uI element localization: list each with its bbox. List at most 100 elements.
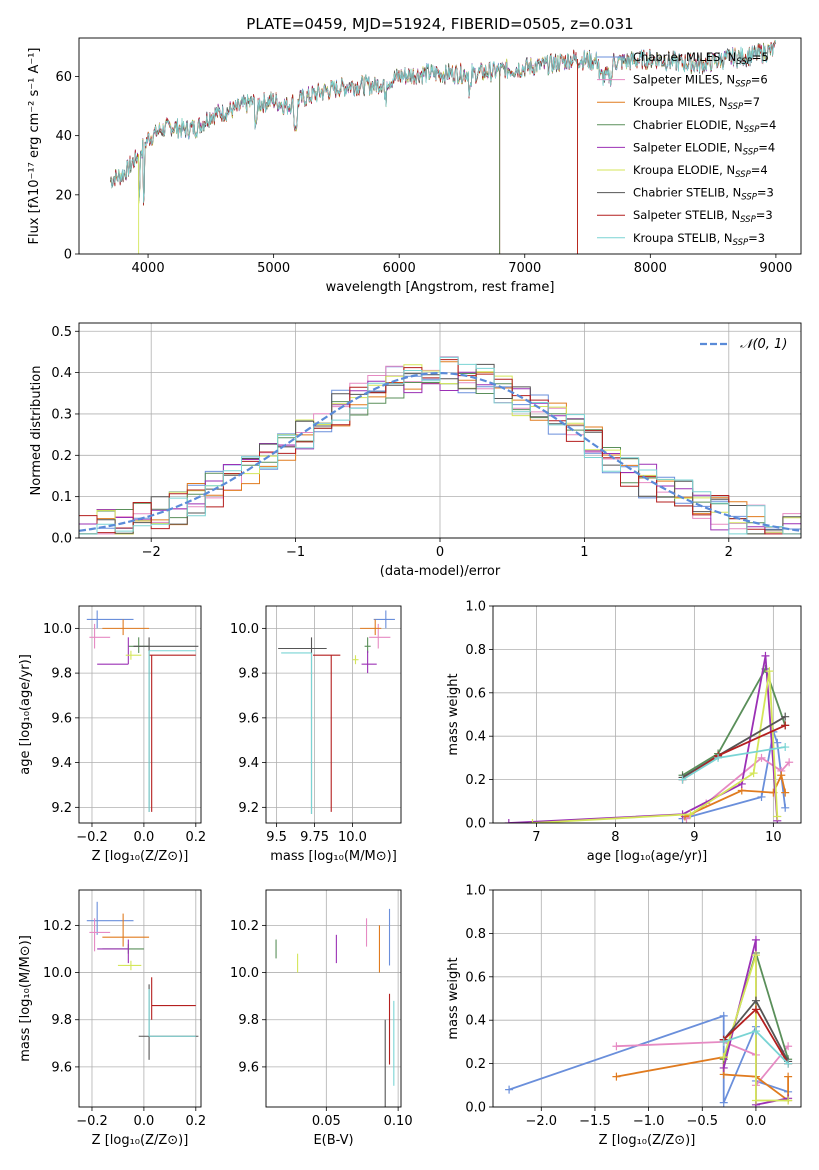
- x-axis-label: mass [log₁₀(M/M⊙)]: [270, 849, 397, 864]
- y-tick-label: 10.0: [43, 622, 72, 637]
- weight-marker: [751, 996, 760, 1005]
- plot-area: [505, 935, 793, 1107]
- y-tick-label: 9.4: [238, 756, 259, 771]
- weight-line: [508, 1014, 789, 1104]
- weight-marker: [784, 1096, 793, 1105]
- legend-label: Chabrier STELIB, NSSP=3: [633, 186, 774, 203]
- x-tick-label: 0.10: [384, 1114, 413, 1129]
- y-tick-label: 0.8: [465, 927, 486, 942]
- weight-marker: [751, 1027, 760, 1036]
- x-tick-label: 5000: [257, 261, 290, 276]
- x-tick-label: 7000: [508, 261, 541, 276]
- y-tick-label: 1.0: [465, 600, 486, 615]
- x-axis-label: wavelength [Angstrom, rest frame]: [326, 280, 555, 295]
- y-tick-label: 9.6: [238, 711, 259, 726]
- x-tick-label: 0.0: [134, 830, 155, 845]
- y-tick-label: 9.2: [238, 801, 259, 816]
- normal-curve: [79, 372, 801, 532]
- x-tick-label: 0.0: [134, 1114, 155, 1129]
- weight-marker: [785, 758, 794, 767]
- x-tick-label: 0.2: [185, 1114, 206, 1129]
- axes-frame: [78, 605, 202, 824]
- x-tick-label: 0.05: [312, 1114, 341, 1129]
- legend: Chabrier MILES, NSSP=5 Salpeter MILES, NS…: [597, 50, 776, 248]
- weight-marker: [757, 753, 766, 762]
- x-tick-label: 10.0: [338, 830, 367, 845]
- weight-marker: [781, 721, 790, 730]
- x-axis-label: age [log₁₀(age/yr)]: [587, 849, 708, 864]
- weight-marker: [749, 769, 758, 778]
- weight-marker: [719, 1053, 728, 1062]
- x-tick-label: 9: [690, 830, 698, 845]
- x-tick-label: 0.0: [746, 1114, 767, 1129]
- weight-marker: [784, 1042, 793, 1051]
- legend-label: Chabrier MILES, NSSP=5: [633, 50, 769, 67]
- weight-marker: [757, 792, 766, 801]
- panel-3: −0.2 0.0 0.2 9.2 9.4 9.6 9.8 10.0 Z [log₁₀(Z/Z⊙)…: [18, 605, 206, 864]
- y-tick-label: 0.2: [51, 449, 72, 464]
- y-tick-label: 10.2: [43, 919, 72, 934]
- weight-line: [684, 772, 787, 818]
- x-tick-label: −1.0: [633, 1114, 665, 1129]
- y-tick-label: 0.0: [465, 817, 486, 832]
- y-axis-label: mass [log₁₀(M/M⊙)]: [18, 935, 33, 1062]
- weight-marker: [719, 1098, 728, 1107]
- x-tick-label: 0.2: [185, 830, 206, 845]
- panels-group: 4000 5000 6000 7000 8000 90000204060wavelengt…: [18, 37, 802, 1148]
- panel-2: −2 −1 0 1 2 0.0 0.1 0.2 0.3 0.4 0.5 (data-model)/er…: [29, 322, 802, 579]
- x-tick-label: 9000: [759, 261, 792, 276]
- axes-frame: [492, 605, 802, 824]
- weight-marker: [505, 1085, 514, 1094]
- y-tick-label: 0.6: [465, 970, 486, 985]
- y-axis-label: age [log₁₀(age/yr)]: [18, 654, 33, 775]
- weight-marker: [781, 803, 790, 812]
- y-tick-label: 9.8: [51, 667, 72, 682]
- x-tick-label: −2: [142, 545, 161, 560]
- y-axis-label: mass weight: [446, 673, 461, 755]
- weight-marker: [678, 775, 687, 784]
- y-tick-label: 60: [55, 70, 72, 85]
- y-tick-label: 0.8: [465, 643, 486, 658]
- y-tick-label: 0.0: [465, 1101, 486, 1116]
- x-tick-label: 4000: [132, 261, 165, 276]
- weight-marker: [777, 771, 786, 780]
- y-tick-label: 0.6: [465, 686, 486, 701]
- x-tick-label: −2.0: [526, 1114, 558, 1129]
- weight-marker: [773, 812, 782, 821]
- legend-label: Kroupa STELIB, NSSP=3: [633, 231, 765, 248]
- weight-marker: [751, 951, 760, 960]
- legend-label: 𝒩(0, 1): [740, 337, 787, 352]
- x-axis-label: Z [log₁₀(Z/Z⊙)]: [92, 1133, 189, 1148]
- panel-4: 9.5 9.75 10.0 9.2 9.4 9.6 9.8 10.0 mass [log₁₀(M…: [230, 605, 402, 864]
- plot-area: [275, 908, 395, 1107]
- panel-5: 7 8 9 10 0.0 0.2 0.4 0.6 0.8 1.0 age [log₁₀(age/yr…: [446, 600, 802, 864]
- y-tick-label: 9.2: [51, 801, 72, 816]
- y-tick-label: 9.6: [51, 711, 72, 726]
- legend-label: Kroupa MILES, NSSP=7: [633, 95, 760, 112]
- y-tick-label: 9.8: [238, 667, 259, 682]
- weight-marker: [781, 712, 790, 721]
- x-tick-label: 9.75: [300, 830, 329, 845]
- x-tick-label: 7: [532, 830, 540, 845]
- y-axis-label: mass weight: [446, 957, 461, 1039]
- y-tick-label: 0.3: [51, 407, 72, 422]
- y-tick-label: 9.4: [51, 756, 72, 771]
- y-tick-label: 9.8: [51, 1013, 72, 1028]
- weight-marker: [714, 753, 723, 762]
- weight-line: [508, 655, 779, 823]
- axes-frame: [265, 889, 402, 1108]
- x-tick-label: −0.2: [76, 1114, 108, 1129]
- y-tick-label: 10.0: [43, 966, 72, 981]
- weight-marker: [612, 1042, 621, 1051]
- weight-marker: [686, 810, 695, 819]
- legend-label: Salpeter ELODIE, NSSP=4: [633, 140, 775, 157]
- weight-marker: [528, 819, 537, 823]
- weight-marker: [781, 788, 790, 797]
- x-axis-label: (data-model)/error: [380, 564, 501, 579]
- weight-marker: [784, 1059, 793, 1068]
- y-tick-label: 0.2: [465, 773, 486, 788]
- legend-label: Kroupa ELODIE, NSSP=4: [633, 163, 768, 180]
- y-tick-label: 9.8: [238, 1013, 259, 1028]
- x-tick-label: 8: [611, 830, 619, 845]
